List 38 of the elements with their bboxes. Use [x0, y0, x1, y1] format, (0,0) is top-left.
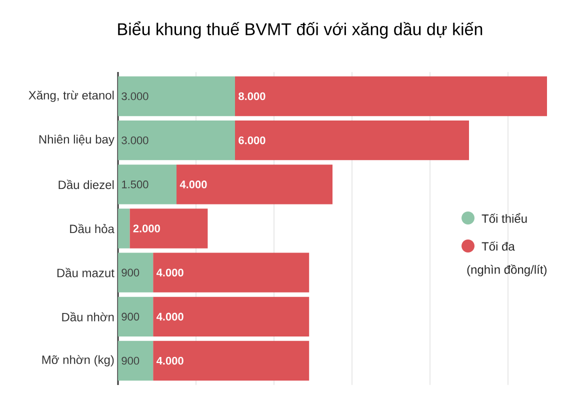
bar [118, 120, 236, 160]
bar [235, 76, 548, 116]
bar [153, 340, 310, 381]
annotation: (nghìn đồng/lít) [467, 264, 546, 276]
y-tick-label: Mỡ nhờn (kg) [42, 355, 114, 366]
legend-label: Tối thiểu [482, 213, 527, 223]
y-tick-label: Dầu nhờn [62, 312, 114, 322]
bar [118, 164, 177, 204]
bar [130, 208, 208, 248]
data-label: 4.000 [156, 356, 184, 365]
data-label: 4.000 [156, 312, 184, 321]
data-label: 6.000 [238, 136, 266, 144]
bar [235, 120, 470, 160]
y-tick-label: Dầu diezel [58, 180, 114, 190]
data-label: 900 [122, 356, 140, 365]
bar [153, 252, 310, 292]
data-label: 3.000 [122, 92, 148, 100]
chart-title: Biểu khung thuế BVMT đối với xăng dầu dự kiến [118, 21, 482, 39]
y-tick-label: Nhiên liệu bay [39, 134, 114, 146]
data-label: 900 [122, 312, 140, 321]
data-label: 2.000 [133, 224, 160, 232]
bar [118, 252, 154, 292]
data-label: 8.000 [238, 92, 266, 100]
data-label: 4.000 [180, 180, 207, 188]
bar [176, 164, 333, 204]
data-label: 900 [122, 268, 140, 276]
y-tick-label: Dầu hỏa [70, 224, 114, 234]
bar [118, 76, 236, 116]
bar [153, 296, 310, 337]
legend-label: Tối đa [482, 241, 515, 251]
data-label: 3.000 [122, 136, 148, 144]
bar [118, 340, 154, 381]
bar [118, 296, 154, 337]
data-label: 1.500 [122, 180, 148, 188]
y-tick-label: Dầu mazut [57, 268, 114, 278]
data-label: 4.000 [156, 268, 184, 276]
bar [118, 208, 130, 248]
y-tick-label: Xăng, trừ etanol [28, 90, 114, 102]
